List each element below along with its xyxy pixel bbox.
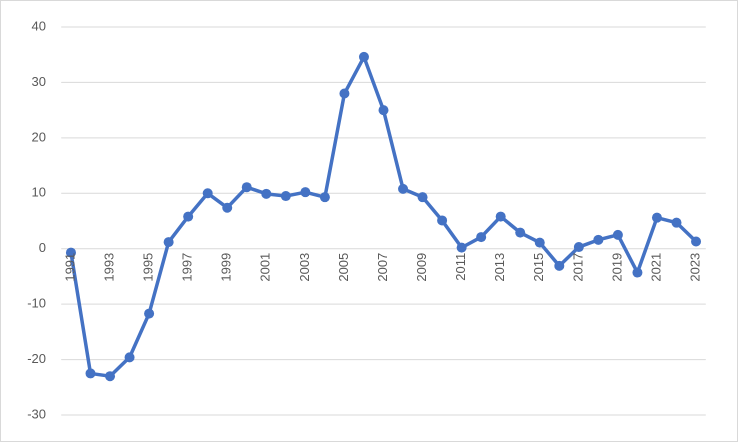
- y-tick-label: 30: [32, 74, 46, 89]
- data-point: [593, 234, 604, 245]
- x-tick-label: 2023: [687, 253, 702, 282]
- y-tick-label: -30: [27, 406, 46, 421]
- data-point: [456, 242, 467, 253]
- y-tick-label: 20: [32, 129, 46, 144]
- data-point: [85, 368, 96, 379]
- data-point: [495, 211, 506, 222]
- y-tick-label: -10: [27, 296, 46, 311]
- data-point: [398, 183, 409, 194]
- x-tick-label: 1997: [180, 253, 195, 282]
- y-tick-label: 0: [39, 240, 46, 255]
- data-point: [691, 236, 702, 247]
- data-point: [339, 88, 350, 99]
- data-point: [65, 247, 76, 258]
- data-point: [183, 211, 194, 222]
- y-tick-label: -20: [27, 351, 46, 366]
- data-point: [671, 217, 682, 228]
- data-point: [280, 191, 291, 202]
- x-tick-label: 1993: [101, 253, 116, 282]
- data-point: [417, 192, 428, 203]
- data-point: [163, 237, 174, 248]
- x-tick-label: 2013: [492, 253, 507, 282]
- x-tick-label: 2015: [531, 253, 546, 282]
- data-point: [612, 229, 623, 240]
- x-tick-label: 2003: [297, 253, 312, 282]
- data-point: [261, 188, 272, 199]
- data-point: [534, 237, 545, 248]
- data-point: [554, 260, 565, 271]
- x-tick-label: 2009: [414, 253, 429, 282]
- x-tick-label: 2001: [258, 253, 273, 282]
- data-point: [437, 215, 448, 226]
- x-tick-label: 1995: [141, 253, 156, 282]
- data-point: [319, 192, 330, 203]
- data-point: [241, 182, 252, 193]
- data-point: [124, 352, 135, 363]
- x-tick-label: 1999: [219, 253, 234, 282]
- data-point: [378, 105, 389, 116]
- data-point: [573, 242, 584, 253]
- data-point: [515, 227, 526, 238]
- x-tick-label: 1991: [62, 253, 77, 282]
- data-point: [358, 51, 369, 62]
- x-tick-label: 2011: [453, 253, 468, 281]
- data-point: [144, 308, 155, 319]
- y-tick-label: 10: [32, 185, 46, 200]
- x-tick-label: 2017: [570, 253, 585, 282]
- data-point: [651, 212, 662, 223]
- x-tick-label: 2005: [336, 253, 351, 282]
- data-point: [202, 188, 213, 199]
- x-tick-label: 2021: [648, 253, 663, 282]
- data-point: [222, 202, 233, 213]
- data-point: [476, 232, 487, 243]
- x-tick-label: 2019: [609, 253, 624, 282]
- x-tick-label: 2007: [375, 253, 390, 282]
- data-point: [105, 371, 116, 382]
- data-point: [300, 187, 311, 198]
- data-point: [632, 267, 643, 278]
- y-tick-label: 40: [32, 18, 46, 33]
